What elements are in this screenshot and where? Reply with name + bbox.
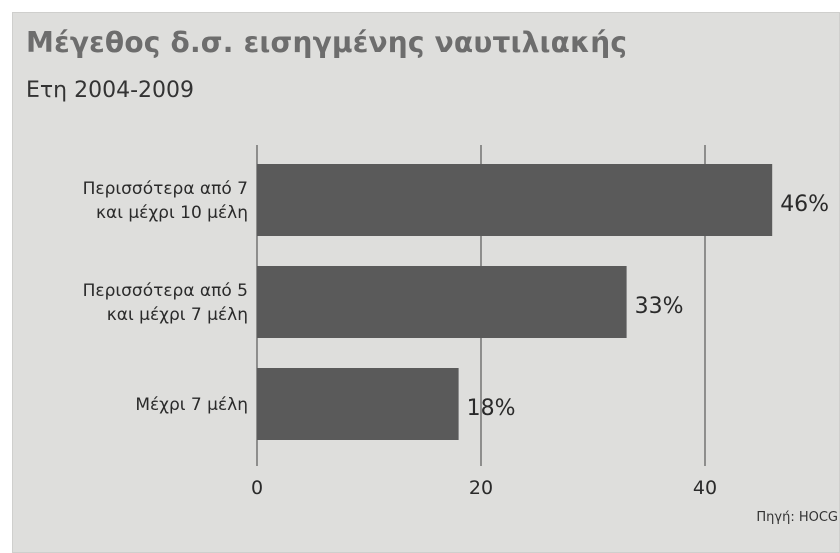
x-tick-label-40: 40 <box>693 477 717 499</box>
chart-subtitle: Ετη 2004-2009 <box>26 78 194 103</box>
x-tick-label-0: 0 <box>251 477 263 499</box>
category-label-2: Περισσότερα από 5 και μέχρι 7 μέλη <box>83 281 248 325</box>
bar-2 <box>257 266 627 338</box>
value-label-2: 33% <box>635 294 684 319</box>
source-note: Πηγή: HOCG <box>756 510 838 525</box>
value-label-1: 46% <box>780 192 829 217</box>
bar-1 <box>257 164 773 236</box>
category-label-1: Περισσότερα από 7 και μέχρι 10 μέλη <box>83 179 248 223</box>
chart-title: Μέγεθος δ.σ. εισηγμένης ναυτιλιακής <box>26 26 628 59</box>
category-label-3: Μέχρι 7 μέλη <box>135 395 248 415</box>
x-tick-label-20: 20 <box>469 477 493 499</box>
value-label-3: 18% <box>467 396 516 421</box>
bar-3 <box>257 368 459 440</box>
